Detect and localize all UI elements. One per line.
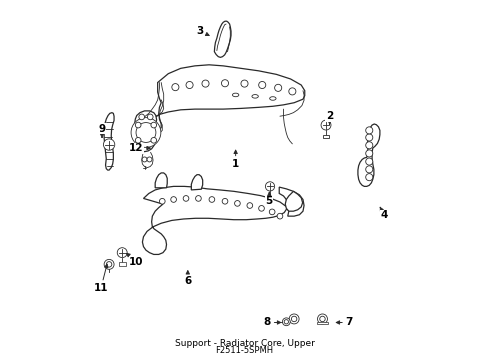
Polygon shape [134,111,156,152]
Circle shape [147,157,152,162]
Text: 8: 8 [264,318,280,328]
Text: 12: 12 [129,143,150,153]
Bar [323,135,328,138]
Circle shape [209,197,214,202]
Text: 3: 3 [196,26,209,36]
Polygon shape [155,173,167,188]
Circle shape [258,206,264,211]
Circle shape [284,320,288,324]
Circle shape [171,84,179,91]
Circle shape [159,198,165,204]
Text: 5: 5 [265,192,272,206]
Circle shape [221,80,228,87]
Ellipse shape [269,97,276,100]
Bar [119,262,125,266]
Circle shape [135,138,141,143]
Circle shape [319,316,325,322]
Polygon shape [214,21,230,57]
Text: 11: 11 [94,264,108,293]
Circle shape [246,203,252,208]
Circle shape [135,122,141,128]
Polygon shape [285,192,302,211]
Circle shape [147,114,153,120]
Circle shape [277,213,282,219]
Text: 1: 1 [231,150,239,169]
Circle shape [365,150,372,157]
Circle shape [241,80,247,87]
Circle shape [258,81,265,89]
Circle shape [131,118,161,147]
Ellipse shape [232,93,238,97]
Circle shape [274,84,281,91]
Text: 6: 6 [184,271,191,286]
Circle shape [365,142,372,149]
Circle shape [185,81,193,89]
Circle shape [269,209,274,215]
Ellipse shape [251,95,258,98]
Circle shape [139,114,144,120]
Polygon shape [357,124,379,186]
Circle shape [288,88,295,95]
Text: 9: 9 [98,123,105,137]
Circle shape [365,158,372,165]
Text: F2511-5SPMH: F2511-5SPMH [215,346,273,355]
Circle shape [170,197,176,202]
Circle shape [365,166,372,173]
Circle shape [291,316,296,322]
Circle shape [265,182,274,191]
Polygon shape [104,113,114,170]
Circle shape [183,195,188,201]
Circle shape [317,314,327,324]
Text: Support - Radiator Core, Upper: Support - Radiator Core, Upper [174,338,314,347]
Polygon shape [191,175,202,190]
Circle shape [321,120,330,130]
Polygon shape [152,65,304,131]
Circle shape [195,195,201,201]
Circle shape [282,318,290,326]
Text: 7: 7 [336,318,352,328]
Circle shape [151,138,156,143]
Circle shape [365,174,372,181]
Circle shape [234,201,240,206]
Text: 10: 10 [126,253,143,266]
Circle shape [365,127,372,134]
Circle shape [106,262,112,267]
Bar [317,322,327,324]
Circle shape [288,314,299,324]
Text: 2: 2 [325,111,332,125]
Circle shape [117,248,127,258]
Circle shape [151,122,156,128]
Circle shape [365,134,372,141]
Circle shape [136,123,156,143]
Circle shape [142,157,147,162]
Circle shape [202,80,209,87]
Circle shape [103,139,115,150]
Text: 4: 4 [379,207,387,220]
Circle shape [104,260,114,269]
Polygon shape [142,186,304,255]
Circle shape [222,198,227,204]
